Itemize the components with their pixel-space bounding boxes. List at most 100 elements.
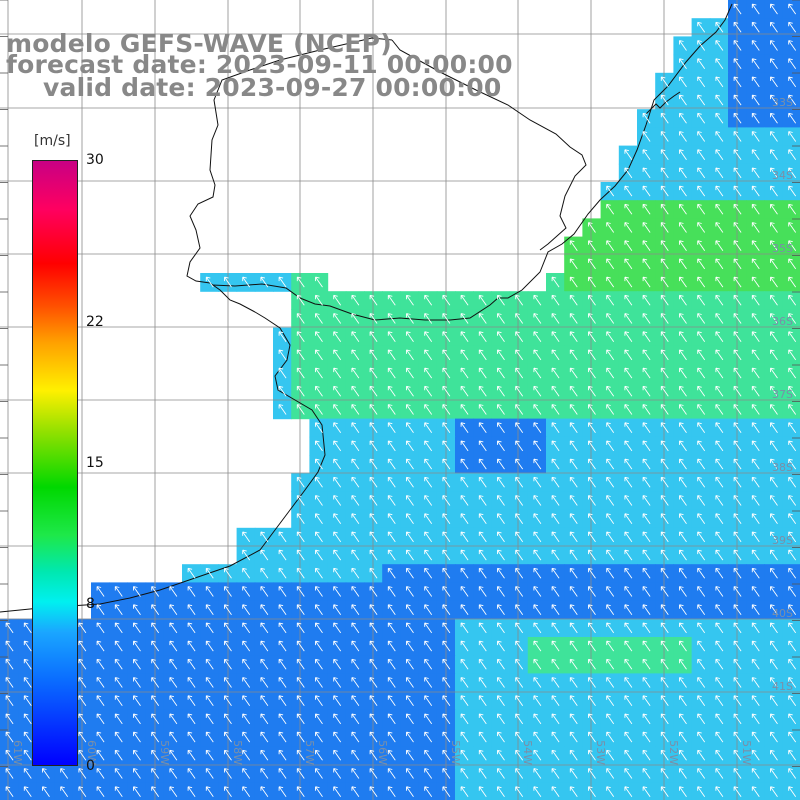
wind-arrow [551, 276, 560, 288]
wind-arrow [624, 495, 633, 506]
latitude-labels: 33S 34S 35S 36S 37S 38S 39S 40S 41S [772, 96, 793, 693]
wind-arrow [642, 622, 651, 634]
wind-arrow [315, 513, 323, 524]
wind-arrow [715, 40, 724, 51]
wind-arrow [242, 731, 251, 743]
wind-arrow [624, 658, 633, 670]
wind-arrow [588, 604, 596, 615]
wind-arrow [642, 404, 651, 415]
wind-arrow [224, 677, 232, 688]
wind-arrow [460, 567, 469, 579]
wind-arrow [278, 604, 287, 615]
lat-label: 37S [772, 388, 793, 401]
wind-arrow [715, 786, 724, 797]
wind-arrow [333, 294, 342, 306]
wind-arrow [406, 768, 414, 779]
wind-arrow [642, 586, 651, 597]
wind-arrow [770, 222, 778, 233]
wave-cell [782, 364, 800, 383]
wind-arrow [387, 604, 396, 615]
wind-arrow [460, 531, 469, 543]
wind-arrow [296, 749, 305, 761]
wind-arrow [424, 513, 433, 524]
wind-arrow [515, 349, 524, 361]
wind-arrow [569, 458, 578, 470]
wind-arrow [660, 768, 669, 779]
wind-arrow [387, 495, 396, 506]
wind-arrow [533, 331, 542, 342]
lon-label: 55W [449, 740, 462, 765]
wind-arrow [78, 768, 87, 779]
wind-arrow [551, 658, 560, 670]
wind-arrows [5, 3, 797, 797]
wind-arrow [333, 476, 342, 488]
wind-arrow [333, 786, 342, 797]
wind-arrow [660, 786, 669, 797]
wind-arrow [442, 549, 451, 561]
wind-arrow [588, 404, 596, 415]
wind-arrow [606, 331, 615, 342]
wind-arrow [187, 658, 196, 670]
wind-arrow [751, 713, 760, 725]
wind-arrow [588, 276, 596, 288]
wind-arrow [424, 549, 433, 561]
wind-arrow [624, 786, 633, 797]
wind-arrow [697, 222, 706, 233]
wind-arrow [460, 294, 469, 306]
wind-arrow [642, 567, 651, 579]
wind-arrow [751, 786, 760, 797]
wind-arrow [733, 331, 742, 342]
wind-arrow [642, 240, 651, 251]
wind-arrow [697, 203, 706, 215]
wind-arrow [660, 695, 669, 706]
wind-arrow [315, 313, 323, 324]
wind-arrow [424, 458, 433, 470]
wind-arrow [588, 586, 596, 597]
wind-arrow [788, 422, 797, 433]
wind-arrow [424, 749, 433, 761]
wind-arrow [260, 276, 269, 288]
wind-arrow [133, 640, 141, 652]
wind-arrow [387, 749, 396, 761]
wind-arrow [315, 422, 323, 433]
wind-arrow [588, 713, 596, 725]
wind-arrow [588, 622, 596, 634]
wind-arrow [569, 476, 578, 488]
wind-arrow [315, 349, 323, 361]
wind-arrow [460, 586, 469, 597]
wind-arrow [679, 112, 687, 124]
wind-arrow [351, 476, 360, 488]
wind-arrow [205, 276, 214, 288]
wind-arrow [642, 185, 651, 197]
wind-arrow [660, 404, 669, 415]
wind-arrow [133, 658, 141, 670]
wind-arrow [660, 294, 669, 306]
wind-arrow [642, 713, 651, 725]
wind-arrow [788, 586, 797, 597]
wind-arrow [296, 513, 305, 524]
wind-arrow [588, 222, 596, 233]
wind-arrow [679, 367, 687, 379]
wind-arrow [715, 749, 724, 761]
wind-arrow [315, 622, 323, 634]
wind-arrow [642, 203, 651, 215]
wind-arrow [733, 21, 742, 33]
wind-arrow [697, 58, 706, 69]
wind-arrow [369, 586, 378, 597]
colorbar-tick-label: 8 [86, 596, 95, 613]
wind-arrow [315, 495, 323, 506]
wind-arrow [533, 713, 542, 725]
wind-arrow [733, 112, 742, 124]
wind-arrow [715, 768, 724, 779]
wind-arrow [478, 458, 487, 470]
wind-arrow [460, 458, 469, 470]
wind-arrow [315, 677, 323, 688]
wind-arrow [442, 404, 451, 415]
wind-arrow [642, 677, 651, 688]
wind-arrow [660, 604, 669, 615]
wind-arrow [424, 677, 433, 688]
wind-arrow [406, 458, 414, 470]
wind-arrow [515, 476, 524, 488]
wind-arrow [733, 731, 742, 743]
wind-arrow [642, 167, 651, 179]
